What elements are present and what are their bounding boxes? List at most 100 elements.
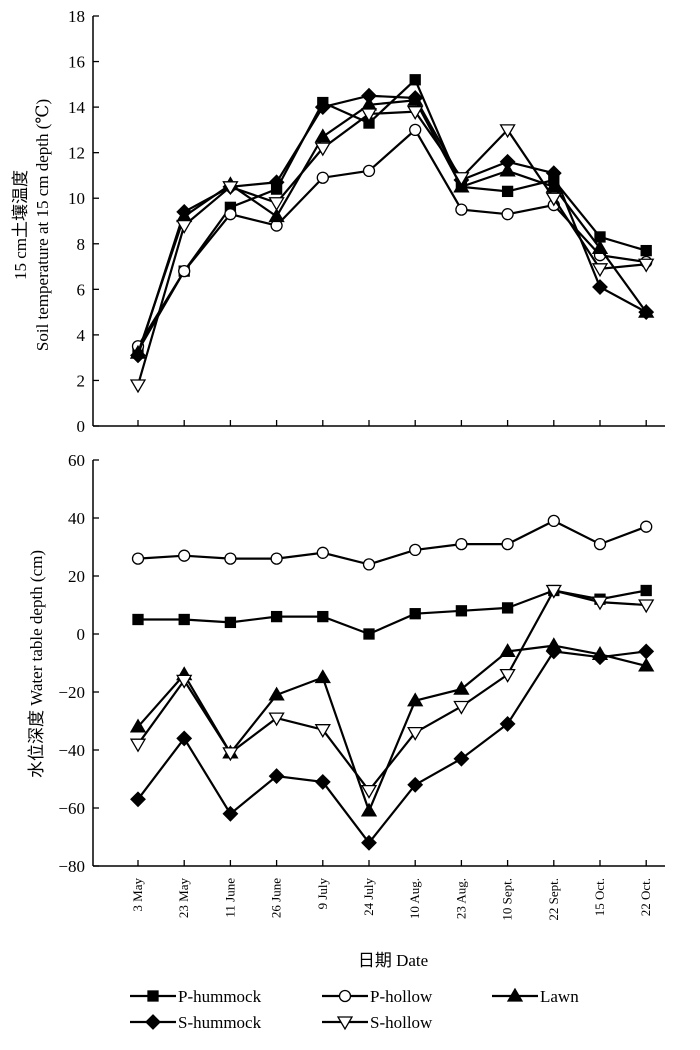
bottom-point-s-hummock — [176, 730, 193, 747]
bottom-point-s-hummock — [130, 791, 146, 808]
top-series-p-hummock — [132, 74, 652, 357]
legend-entry-p-hollow: P-hollow — [322, 987, 433, 1006]
top-point-s-hollow — [453, 172, 470, 187]
bottom-series-p-hollow — [131, 514, 653, 571]
top-point-p-hollow — [455, 203, 468, 216]
bottom-line-p-hummock — [138, 589, 647, 636]
top-point-s-hollow — [176, 219, 193, 234]
bottom-chart-panel: −80 −60 −40 −20 0 20 40 60 3 May 23 May 11 June 26… — [27, 451, 665, 970]
top-point-lawn — [545, 178, 562, 193]
xtick-label: 15 Oct. — [592, 878, 607, 916]
bottom-point-s-hollow — [222, 747, 239, 762]
top-ytick-label: 8 — [77, 235, 86, 254]
bottom-ytick-label: −60 — [58, 799, 85, 818]
legend-label: P-hummock — [178, 987, 262, 1006]
top-line-s-hummock — [136, 94, 647, 356]
legend-label: P-hollow — [370, 987, 433, 1006]
top-ytick-label: 0 — [77, 417, 86, 436]
bottom-point-p-hummock — [178, 613, 190, 626]
bottom-point-p-hollow — [178, 549, 191, 562]
top-chart-panel: 0 2 4 6 8 10 12 14 16 18 15 cm土壤温度 Soil temperatu… — [10, 7, 665, 436]
bottom-ytick-label: 40 — [68, 509, 85, 528]
bottom-point-s-hummock — [453, 750, 470, 767]
bottom-point-lawn — [360, 802, 378, 817]
bottom-point-s-hummock — [592, 649, 608, 666]
bottom-point-p-hollow — [547, 514, 560, 528]
bottom-ytick-label: 0 — [77, 625, 86, 644]
xtick-label: 3 May — [130, 878, 145, 912]
bottom-ytick-label: 60 — [68, 451, 85, 470]
bottom-point-s-hollow — [499, 668, 516, 683]
top-point-p-hollow — [362, 164, 376, 178]
top-point-s-hollow — [268, 197, 285, 212]
top-ytick-label: 16 — [68, 53, 85, 72]
bottom-point-p-hollow — [131, 552, 145, 565]
bottom-ytick-label: −80 — [58, 857, 85, 876]
x-axis-label: 日期 Date — [358, 951, 428, 970]
top-point-p-hummock — [640, 244, 652, 257]
top-point-lawn — [591, 240, 609, 254]
top-point-s-hummock — [130, 347, 146, 364]
legend-marker — [145, 1014, 161, 1030]
top-point-s-hollow — [129, 379, 147, 394]
bottom-point-s-hummock — [638, 643, 655, 660]
bottom-point-p-hummock — [317, 610, 329, 623]
bottom-point-p-hollow — [362, 558, 376, 571]
top-point-s-hummock — [268, 174, 285, 191]
bottom-point-s-hummock — [361, 834, 377, 851]
bottom-point-s-hollow — [545, 584, 562, 599]
bottom-point-p-hummock — [363, 628, 375, 640]
bottom-series-lawn — [129, 637, 655, 817]
top-point-lawn — [268, 208, 285, 223]
bottom-point-s-hummock — [314, 773, 331, 790]
top-point-p-hollow — [316, 171, 329, 184]
top-point-s-hollow — [545, 192, 562, 207]
top-point-lawn — [314, 128, 331, 143]
bottom-line-s-hollow — [137, 589, 647, 793]
bottom-point-lawn — [129, 718, 147, 733]
legend-marker — [338, 989, 352, 1003]
bottom-point-p-hummock — [132, 613, 144, 626]
top-point-lawn — [499, 162, 516, 177]
top-point-s-hummock — [545, 165, 562, 182]
bottom-point-lawn — [314, 669, 331, 684]
top-point-s-hollow — [360, 108, 378, 123]
legend-entry-p-hummock: P-hummock — [130, 987, 262, 1006]
legend-marker — [336, 1016, 354, 1031]
bottom-point-s-hollow — [407, 726, 424, 741]
top-line-lawn — [136, 99, 648, 354]
xtick-label: 23 May — [176, 878, 191, 919]
legend-label: S-hollow — [370, 1013, 433, 1032]
xtick-label: 10 Aug. — [407, 878, 422, 919]
top-ytick-label: 2 — [77, 371, 86, 390]
bottom-point-p-hummock — [224, 616, 237, 629]
xtick-label: 24 July — [361, 878, 376, 916]
top-ytick-label: 6 — [77, 280, 86, 299]
top-ytick-label: 4 — [77, 326, 86, 345]
bottom-point-lawn — [638, 657, 655, 672]
bottom-point-lawn — [407, 692, 424, 707]
bottom-point-s-hummock — [407, 776, 424, 793]
bottom-ytick-label: 20 — [68, 567, 85, 586]
top-point-p-hollow — [224, 208, 237, 221]
bottom-point-p-hollow — [455, 537, 468, 551]
legend: P-hummock P-hollow Lawn S-hummock S-hollow — [130, 987, 579, 1032]
top-line-p-hollow — [137, 128, 647, 347]
top-point-p-hummock — [501, 185, 514, 198]
top-point-s-hollow — [222, 181, 239, 196]
xtick-label: 23 Aug. — [453, 878, 468, 919]
top-ylabel-chinese: 15 cm土壤温度 — [10, 170, 30, 280]
bottom-point-s-hummock — [499, 715, 516, 732]
legend-entry-lawn: Lawn — [492, 987, 579, 1006]
top-point-p-hummock — [409, 74, 421, 86]
bottom-line-s-hummock — [137, 650, 647, 845]
legend-label: Lawn — [540, 987, 579, 1006]
bottom-point-s-hummock — [268, 768, 285, 785]
bottom-point-s-hummock — [222, 805, 239, 822]
xtick-label: 11 June — [222, 878, 237, 918]
top-line-s-hollow — [136, 110, 647, 386]
top-point-p-hollow — [409, 123, 422, 137]
top-point-s-hummock — [592, 279, 608, 295]
top-point-p-hollow — [178, 264, 191, 278]
top-point-s-hummock — [176, 203, 193, 220]
